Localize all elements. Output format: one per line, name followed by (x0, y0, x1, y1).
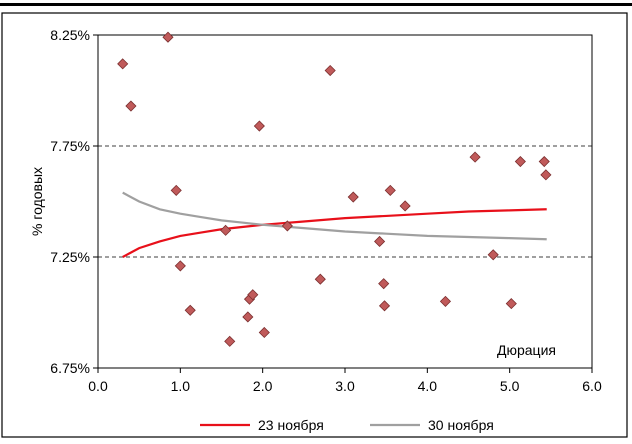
data-point (242, 311, 254, 323)
data-point (125, 100, 137, 112)
data-point (378, 300, 391, 312)
x-tick-label: 1.0 (171, 378, 191, 394)
x-tick-label: 4.0 (418, 378, 438, 394)
data-point (514, 155, 526, 168)
data-point (324, 64, 336, 77)
data-point (184, 304, 196, 316)
gridlines (98, 145, 592, 258)
x-tick-label: 6.0 (582, 378, 602, 394)
data-point (247, 289, 259, 301)
y-tick-label: 6.75% (50, 360, 90, 376)
data-point (174, 260, 186, 272)
data-point (117, 58, 129, 70)
y-tick-label: 7.25% (50, 249, 90, 265)
data-point (162, 31, 174, 43)
data-point (384, 184, 396, 196)
x-tick-label: 0.0 (88, 378, 108, 394)
y-tick-label: 7.75% (50, 138, 90, 154)
x-tick-label: 3.0 (335, 378, 355, 394)
data-point (258, 326, 270, 339)
top-rule (0, 3, 632, 6)
data-point (253, 120, 265, 132)
data-point (399, 200, 411, 212)
y-tick-label: 8.25% (50, 27, 90, 43)
data-point (487, 249, 499, 261)
data-point (281, 220, 293, 232)
data-point (378, 278, 390, 290)
legend-label-1: 23 ноября (258, 417, 324, 433)
y-axis-label: % годовых (29, 167, 45, 236)
data-point (220, 224, 232, 236)
x-axis-label: Дюрация (497, 342, 556, 358)
series-lines (122, 191, 547, 258)
data-point (314, 273, 326, 285)
data-point (540, 169, 552, 181)
axes (93, 34, 593, 373)
data-point (224, 335, 236, 347)
data-point (374, 235, 386, 248)
x-tick-label: 2.0 (253, 378, 273, 394)
chart-border (1, 12, 628, 438)
data-point (170, 184, 182, 196)
data-point (347, 191, 359, 203)
legend: 23 ноября 30 ноября (200, 417, 494, 433)
tick-labels: 0.0 1.0 2.0 3.0 4.0 5.0 6.0 6.75% 7.25% 7.75% 8.25… (50, 27, 602, 394)
series-line-2 (122, 191, 547, 241)
legend-label-2: 30 ноября (428, 417, 494, 433)
data-point (538, 155, 550, 168)
x-tick-label: 5.0 (500, 378, 520, 394)
data-point (505, 298, 517, 310)
data-point (439, 295, 452, 307)
scatter-points (117, 31, 552, 347)
data-point (469, 151, 481, 163)
